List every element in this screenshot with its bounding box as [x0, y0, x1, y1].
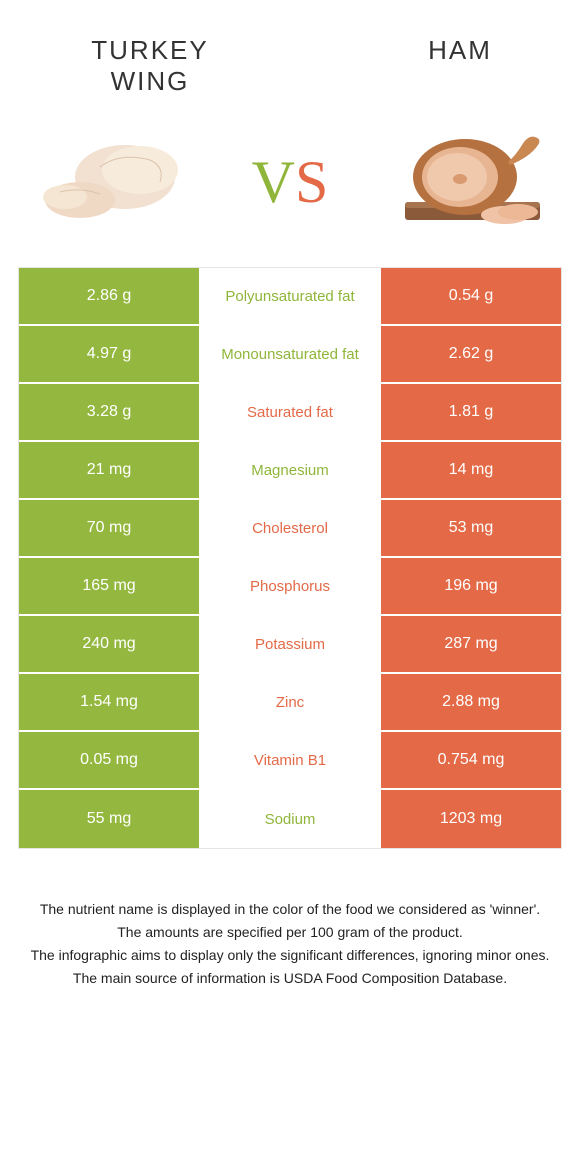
value-left: 21 mg [19, 442, 199, 498]
nutrient-label: Cholesterol [199, 500, 381, 556]
nutrient-label: Monounsaturated fat [199, 326, 381, 382]
value-left: 240 mg [19, 616, 199, 672]
nutrient-label: Phosphorus [199, 558, 381, 614]
table-row: 55 mgSodium1203 mg [19, 790, 561, 848]
header-titles: TURKEY WING HAM [0, 0, 580, 117]
turkey-wing-image [20, 127, 200, 237]
vs-v-letter: V [252, 149, 295, 215]
table-row: 2.86 gPolyunsaturated fat0.54 g [19, 268, 561, 326]
nutrient-label: Polyunsaturated fat [199, 268, 381, 324]
footnote-line: The amounts are specified per 100 gram o… [25, 922, 555, 943]
value-right: 2.62 g [381, 326, 561, 382]
vs-s-letter: S [295, 149, 328, 215]
table-row: 240 mgPotassium287 mg [19, 616, 561, 674]
table-row: 70 mgCholesterol53 mg [19, 500, 561, 558]
ham-image [380, 127, 560, 237]
nutrient-label: Magnesium [199, 442, 381, 498]
footnotes: The nutrient name is displayed in the co… [0, 849, 580, 989]
value-left: 70 mg [19, 500, 199, 556]
value-right: 0.754 mg [381, 732, 561, 788]
nutrient-label: Vitamin B1 [199, 732, 381, 788]
table-row: 3.28 gSaturated fat1.81 g [19, 384, 561, 442]
value-right: 196 mg [381, 558, 561, 614]
table-row: 1.54 mgZinc2.88 mg [19, 674, 561, 732]
table-row: 0.05 mgVitamin B10.754 mg [19, 732, 561, 790]
value-right: 14 mg [381, 442, 561, 498]
table-row: 4.97 gMonounsaturated fat2.62 g [19, 326, 561, 384]
value-left: 0.05 mg [19, 732, 199, 788]
title-right: HAM [400, 35, 520, 97]
value-right: 0.54 g [381, 268, 561, 324]
value-right: 1203 mg [381, 790, 561, 848]
value-left: 165 mg [19, 558, 199, 614]
nutrient-table: 2.86 gPolyunsaturated fat0.54 g4.97 gMon… [18, 267, 562, 849]
table-row: 165 mgPhosphorus196 mg [19, 558, 561, 616]
title-left: TURKEY WING [60, 35, 240, 97]
footnote-line: The main source of information is USDA F… [25, 968, 555, 989]
value-right: 2.88 mg [381, 674, 561, 730]
value-left: 2.86 g [19, 268, 199, 324]
nutrient-label: Saturated fat [199, 384, 381, 440]
value-left: 1.54 mg [19, 674, 199, 730]
nutrient-label: Sodium [199, 790, 381, 848]
value-left: 3.28 g [19, 384, 199, 440]
value-right: 1.81 g [381, 384, 561, 440]
nutrient-label: Zinc [199, 674, 381, 730]
vs-row: VS [0, 117, 580, 267]
footnote-line: The infographic aims to display only the… [25, 945, 555, 966]
vs-label: VS [252, 148, 329, 217]
value-right: 53 mg [381, 500, 561, 556]
footnote-line: The nutrient name is displayed in the co… [25, 899, 555, 920]
value-right: 287 mg [381, 616, 561, 672]
value-left: 55 mg [19, 790, 199, 848]
value-left: 4.97 g [19, 326, 199, 382]
table-row: 21 mgMagnesium14 mg [19, 442, 561, 500]
nutrient-label: Potassium [199, 616, 381, 672]
